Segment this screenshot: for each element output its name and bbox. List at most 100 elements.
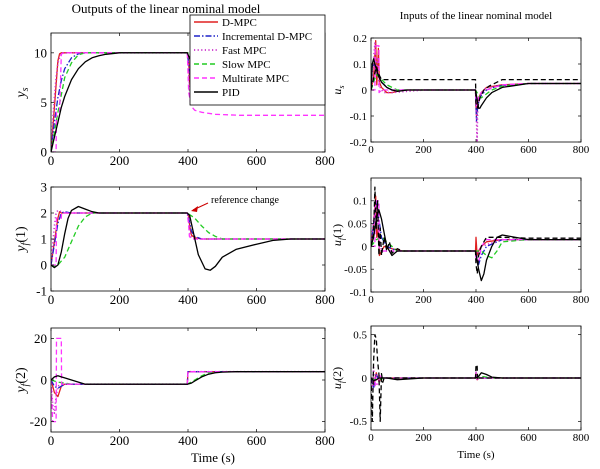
y-tick-label: 0 bbox=[41, 373, 48, 388]
y-tick-label: 0.2 bbox=[353, 33, 367, 45]
y-tick-label: 0.1 bbox=[353, 196, 367, 208]
y-axis-label-sub: s bbox=[337, 85, 346, 88]
y-axis-label-main: y bbox=[14, 245, 29, 254]
series-line-unnamed bbox=[371, 186, 581, 275]
y-tick-label: 0.05 bbox=[348, 218, 368, 230]
x-tick-label: 800 bbox=[315, 153, 335, 168]
x-tick-label: 200 bbox=[415, 294, 432, 306]
x-tick-label: 800 bbox=[573, 432, 590, 444]
panel-inputs-uf1: 0 200 400 600 800 -0.1 -0.05 0 0.05 0.1 uf(1) bbox=[330, 177, 590, 306]
y-tick-label: -0.05 bbox=[344, 264, 367, 276]
x-tick-label: 0 bbox=[368, 432, 374, 444]
series-line-pid bbox=[51, 371, 325, 385]
x-tick-label: 600 bbox=[247, 292, 267, 307]
y-tick-label: 0 bbox=[362, 373, 368, 385]
series-group bbox=[371, 334, 581, 422]
y-tick-label: -0.5 bbox=[350, 416, 368, 428]
y-tick-label: 0 bbox=[41, 145, 48, 160]
legend-box bbox=[189, 14, 326, 106]
y-tick-label: 5 bbox=[41, 95, 48, 110]
x-tick-label: 200 bbox=[415, 432, 432, 444]
y-axis-label-main: y bbox=[14, 386, 29, 395]
y-tick-label: 2 bbox=[41, 206, 48, 221]
series-line-fast-mpc bbox=[51, 370, 325, 415]
annotation-arrowhead bbox=[191, 206, 198, 212]
x-tick-label: 400 bbox=[468, 294, 485, 306]
y-axis-label: uf(2) bbox=[330, 367, 346, 389]
y-tick-label: -0.1 bbox=[350, 111, 367, 123]
x-tick-label: 600 bbox=[520, 432, 537, 444]
x-tick-label: 0 bbox=[48, 153, 55, 168]
x-tick-label: 600 bbox=[520, 294, 537, 306]
x-tick-label: 0 bbox=[48, 433, 55, 448]
x-tick-label: 0 bbox=[368, 144, 374, 156]
legend-label: Fast MPC bbox=[222, 45, 266, 57]
x-tick-label: 800 bbox=[573, 144, 590, 156]
y-axis-label: yf(2) bbox=[14, 367, 31, 395]
legend: D-MPC Incremental D-MPC Fast MPC Slow MPC Mu… bbox=[189, 14, 326, 106]
y-axis-label-main: u bbox=[330, 89, 344, 95]
series-line-slow-mpc bbox=[371, 73, 581, 99]
y-tick-label: -0.2 bbox=[350, 137, 367, 149]
x-tick-label: 400 bbox=[468, 432, 485, 444]
y-axis-label-suffix: (2) bbox=[330, 367, 344, 381]
plot-frame bbox=[370, 177, 582, 293]
annotation-text: reference change bbox=[211, 195, 280, 206]
left-title: Outputs of the linear nominal model bbox=[72, 1, 261, 16]
legend-item-multirate-mpc: Multirate MPC bbox=[194, 73, 289, 85]
y-tick-label: 1 bbox=[41, 232, 48, 247]
panel-inputs-uf2: 0 200 400 600 800-0.500.5uf(2) bbox=[330, 325, 590, 444]
series-group bbox=[371, 186, 581, 282]
panel-inputs-us: 0 200 400 600 800 -0.2 -0.1 0 0.1 0.2 us bbox=[330, 33, 590, 156]
legend-label: Incremental D-MPC bbox=[222, 31, 312, 43]
legend-item-d-mpc: D-MPC bbox=[194, 17, 257, 29]
x-tick-label: 600 bbox=[520, 144, 537, 156]
y-tick-label: 0.5 bbox=[353, 330, 367, 342]
series-group bbox=[371, 39, 581, 142]
y-axis-label-sub: f bbox=[20, 241, 31, 245]
x-tick-label: 800 bbox=[573, 294, 590, 306]
y-tick-label: -1 bbox=[36, 284, 47, 299]
legend-label: D-MPC bbox=[222, 17, 257, 29]
x-tick-label: 400 bbox=[178, 292, 198, 307]
series-line-unnamed bbox=[371, 334, 581, 422]
legend-label: Multirate MPC bbox=[222, 73, 289, 85]
series-group bbox=[51, 205, 325, 271]
y-axis-label-suffix: (1) bbox=[14, 226, 29, 243]
legend-item-slow-mpc: Slow MPC bbox=[194, 59, 271, 71]
y-axis-label-main: y bbox=[14, 91, 29, 100]
x-tick-label: 400 bbox=[468, 144, 485, 156]
x-tick-label: 400 bbox=[178, 153, 198, 168]
y-axis-label-sub: s bbox=[20, 87, 31, 91]
x-tick-label: 200 bbox=[110, 292, 130, 307]
series-line-pid bbox=[371, 58, 581, 109]
x-tick-label: 200 bbox=[110, 433, 130, 448]
x-tick-label: 800 bbox=[315, 292, 335, 307]
x-tick-label: 200 bbox=[415, 144, 432, 156]
x-tick-label: 600 bbox=[247, 153, 267, 168]
series-line-fast-mpc bbox=[371, 366, 581, 392]
x-tick-label: 800 bbox=[315, 433, 335, 448]
y-axis-label: uf(1) bbox=[330, 224, 346, 246]
y-axis-label-main: u bbox=[330, 383, 344, 389]
y-axis-label: ys bbox=[14, 87, 31, 99]
y-tick-label: 0 bbox=[41, 258, 48, 273]
y-axis-label-sub: f bbox=[337, 236, 346, 240]
y-axis-label: us bbox=[330, 85, 346, 94]
y-tick-label: 0 bbox=[362, 241, 368, 253]
y-tick-label: -20 bbox=[30, 414, 47, 429]
y-tick-label: 20 bbox=[34, 331, 47, 346]
y-tick-label: -0.1 bbox=[350, 287, 367, 299]
series-group bbox=[51, 337, 325, 423]
y-axis-label-suffix: (2) bbox=[14, 367, 29, 384]
y-axis-label-sub: f bbox=[20, 382, 31, 386]
y-axis-label-sub: f bbox=[337, 379, 346, 383]
series-line-multirate-mpc bbox=[51, 52, 325, 152]
x-tick-label: 0 bbox=[368, 294, 374, 306]
legend-item-fast-mpc: Fast MPC bbox=[194, 45, 266, 57]
series-line-pid bbox=[51, 205, 325, 271]
y-axis-label-main: u bbox=[330, 240, 344, 246]
x-tick-label: 200 bbox=[110, 153, 130, 168]
